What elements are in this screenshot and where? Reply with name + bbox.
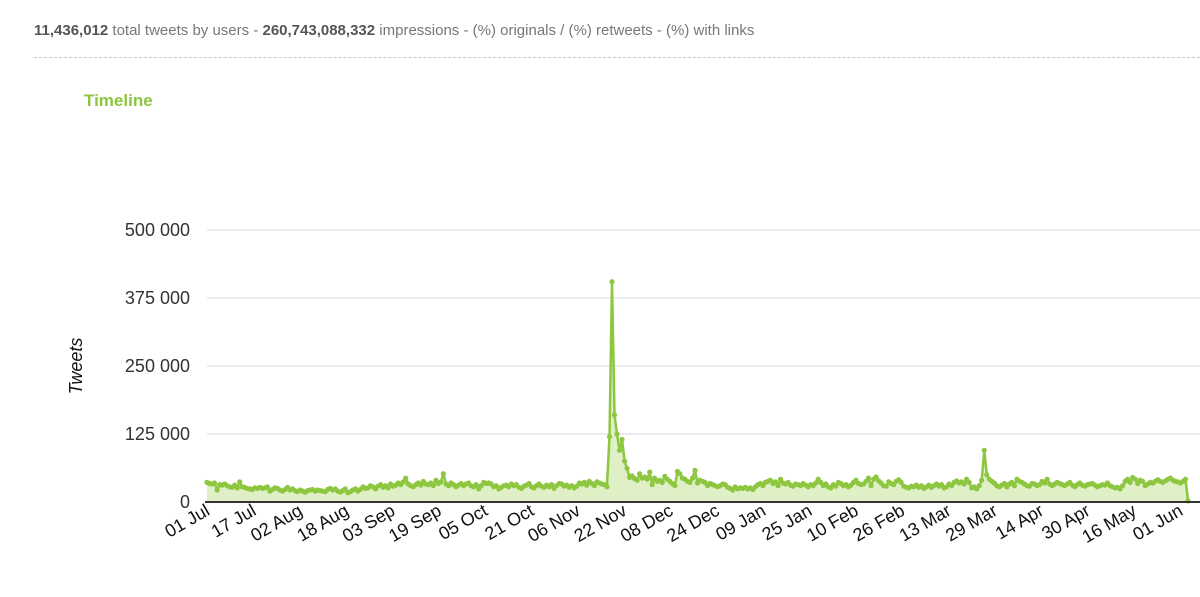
data-point	[689, 475, 696, 481]
data-point	[672, 483, 678, 489]
x-tick-label: 01 Jun	[1129, 500, 1186, 544]
data-point	[868, 483, 874, 489]
data-point	[604, 484, 610, 490]
data-point	[385, 485, 391, 491]
x-tick-label: 05 Oct	[435, 500, 491, 544]
x-tick-label: 03 Sep	[339, 500, 398, 546]
chart-title: Timeline	[84, 91, 153, 110]
data-point	[649, 482, 655, 488]
x-tick-label: 19 Sep	[385, 500, 444, 546]
data-point	[591, 483, 598, 489]
data-point	[622, 458, 628, 464]
data-point	[644, 476, 650, 482]
data-point	[961, 481, 967, 487]
x-tick-label: 14 Apr	[992, 500, 1047, 543]
data-point	[1140, 478, 1146, 484]
data-point	[637, 471, 643, 477]
impressions-count: 260,743,088,332	[262, 22, 376, 39]
data-point	[1011, 483, 1018, 489]
grid-lines	[207, 229, 1200, 435]
x-tick-label: 18 Aug	[293, 500, 352, 545]
data-point	[873, 474, 879, 480]
summary-stats: 11,436,012 total tweets by users - 260,7…	[34, 22, 1200, 39]
data-point	[473, 482, 479, 488]
data-point	[976, 483, 982, 489]
series-line	[206, 280, 1190, 502]
x-tick-label: 08 Dec	[617, 500, 676, 546]
series-points	[204, 279, 1191, 504]
data-point	[619, 436, 625, 442]
data-point	[883, 483, 889, 489]
data-point	[234, 485, 240, 491]
data-point	[214, 487, 220, 493]
data-point	[606, 434, 613, 440]
data-point	[403, 475, 409, 481]
data-point	[1044, 476, 1050, 482]
x-tick-label: 29 Mar	[942, 500, 1001, 545]
total-tweets-text: total tweets by users -	[108, 22, 263, 39]
data-point	[624, 465, 630, 471]
x-tick-label: 25 Jan	[759, 500, 816, 544]
data-point	[647, 469, 653, 475]
data-point	[584, 482, 590, 488]
data-point	[777, 476, 784, 482]
x-tick-label: 13 Mar	[896, 500, 955, 545]
series-area-fill	[207, 281, 1188, 502]
data-point	[1127, 479, 1133, 485]
data-point	[772, 479, 779, 485]
data-point	[898, 479, 904, 485]
data-point	[813, 480, 819, 486]
data-point	[342, 486, 348, 492]
data-point	[400, 479, 406, 485]
data-point	[614, 431, 620, 437]
x-tick-label: 26 Feb	[849, 500, 908, 545]
data-point	[211, 480, 218, 486]
x-tick-label: 06 Nov	[524, 500, 583, 546]
dashed-divider	[34, 57, 1200, 58]
data-point	[549, 482, 555, 488]
x-tick-label: 16 May	[1079, 500, 1140, 547]
data-point	[687, 479, 693, 485]
y-tick-label: 250 000	[125, 356, 190, 376]
y-tick-label: 500 000	[125, 220, 190, 240]
data-point	[237, 479, 243, 485]
x-tick-label: 02 Aug	[247, 500, 306, 545]
data-point	[438, 479, 444, 485]
data-point	[981, 447, 987, 453]
total-tweets-count: 11,436,012	[34, 22, 109, 39]
data-point	[692, 467, 698, 473]
data-point	[609, 279, 615, 285]
x-tick-label: 24 Dec	[663, 500, 722, 546]
x-tick-label: 10 Feb	[803, 500, 862, 545]
data-point	[677, 471, 683, 477]
data-point	[440, 471, 446, 477]
data-point	[659, 479, 665, 485]
data-point	[634, 477, 640, 483]
data-point	[984, 472, 990, 478]
y-axis-ticks: 0 125 000 250 000 375 000 500 000	[125, 220, 190, 512]
data-point	[966, 479, 972, 485]
x-tick-label: 09 Jan	[712, 500, 769, 544]
y-axis-label: Tweets	[66, 338, 86, 395]
data-point	[264, 484, 270, 490]
data-point	[1182, 476, 1189, 482]
y-tick-label: 375 000	[125, 288, 190, 308]
y-tick-label: 0	[180, 492, 190, 512]
data-point	[1120, 483, 1126, 489]
data-point	[1132, 476, 1138, 482]
x-tick-label: 22 Nov	[571, 500, 630, 546]
summary-rest-text: impressions - (%) originals / (%) retwee…	[375, 22, 755, 39]
data-point	[865, 475, 872, 481]
data-point	[979, 477, 985, 483]
data-point	[611, 412, 618, 418]
data-point	[430, 483, 436, 489]
data-point	[418, 482, 424, 488]
y-tick-label: 125 000	[125, 424, 190, 444]
data-point	[1042, 480, 1048, 486]
data-point	[616, 447, 623, 453]
data-point	[833, 483, 839, 489]
data-point	[775, 483, 781, 489]
